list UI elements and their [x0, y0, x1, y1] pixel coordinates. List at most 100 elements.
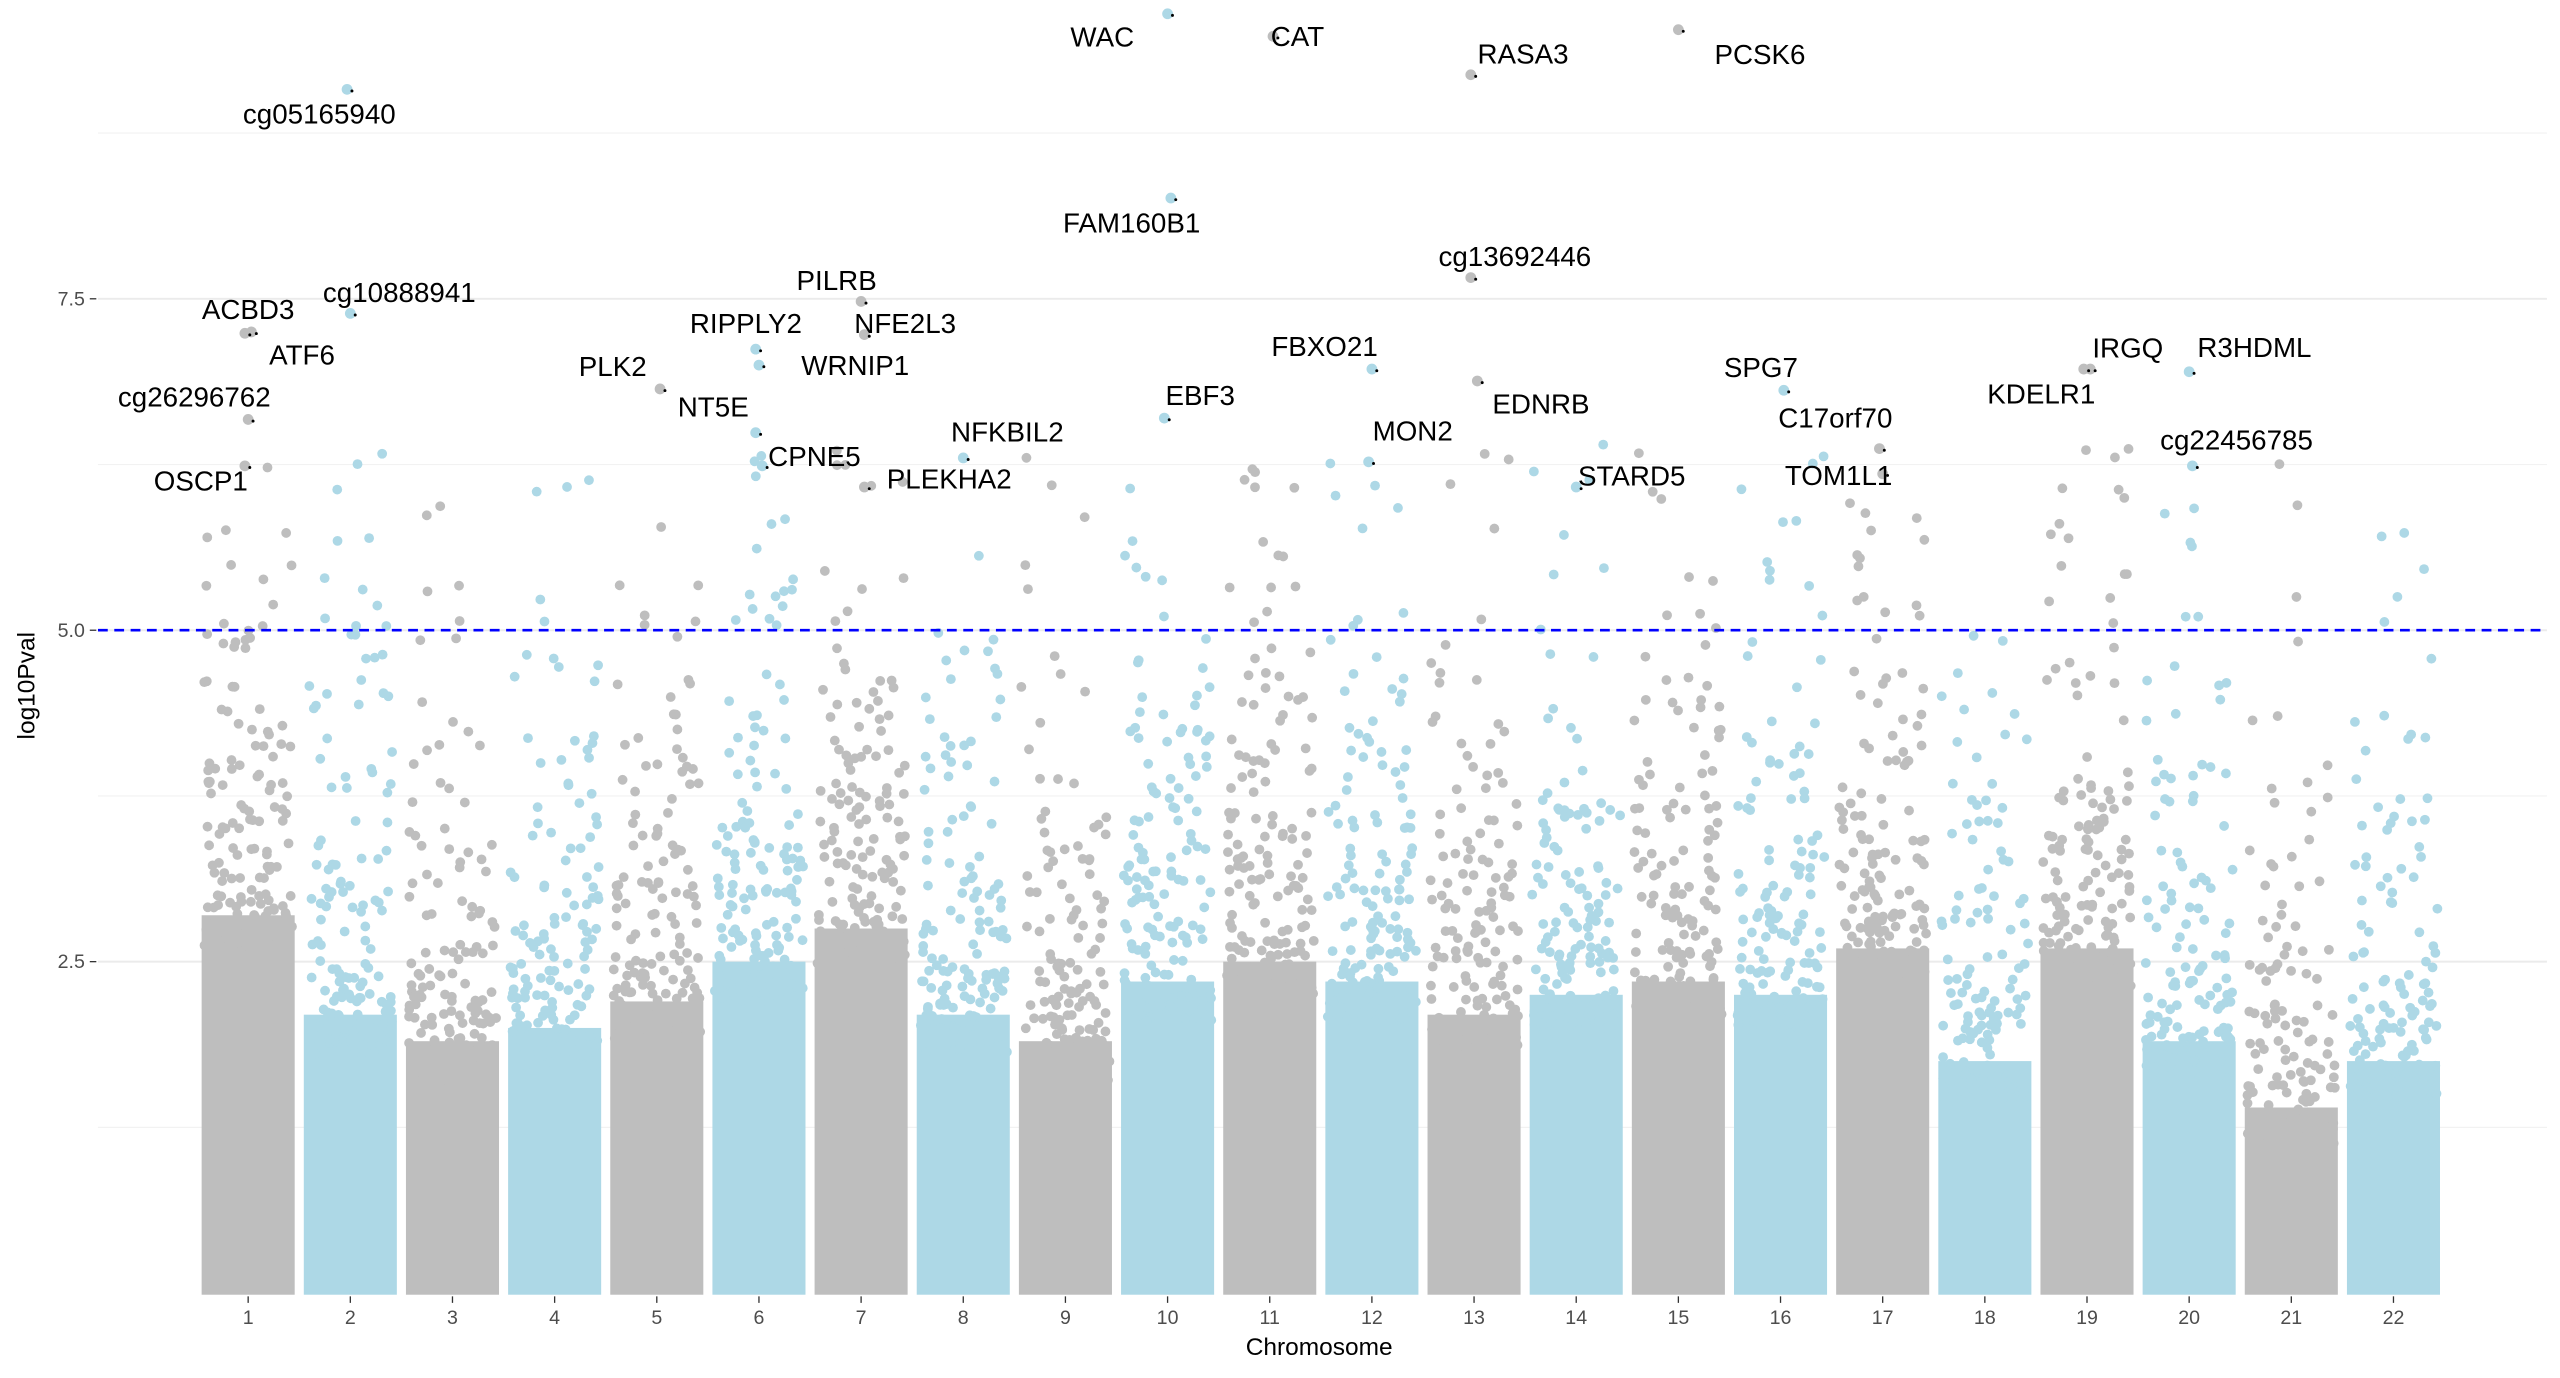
data-point: [1919, 534, 1930, 545]
data-point: [992, 668, 1003, 679]
data-point: [1791, 516, 1802, 526]
data-point: [1918, 920, 1929, 931]
data-point: [2123, 870, 2134, 880]
data-point: [1468, 761, 1478, 772]
data-point: [2011, 1009, 2022, 1020]
data-point: [1794, 768, 1805, 779]
data-point: [677, 752, 688, 763]
data-point: [1093, 1068, 1104, 1079]
data-point: [2159, 769, 2169, 780]
data-point: [447, 968, 458, 979]
data-point: [1065, 957, 1076, 968]
data-point: [1605, 805, 1616, 815]
data-point: [521, 649, 532, 660]
data-point: [322, 688, 332, 699]
data-point: [1512, 984, 1523, 995]
data-point: [218, 638, 229, 649]
data-point: [2197, 960, 2208, 971]
data-point: [2074, 821, 2084, 832]
data-point: [1045, 913, 1055, 924]
data-point: [1958, 1057, 1969, 1067]
label-leader-dot: [254, 332, 258, 336]
data-point: [1663, 937, 1674, 948]
data-point: [583, 1031, 594, 1042]
data-point: [204, 758, 215, 769]
labeled-data-point: [239, 327, 251, 339]
data-point: [2414, 1059, 2425, 1070]
data-point: [1916, 709, 1927, 720]
data-point: [1222, 970, 1232, 981]
data-point: [1996, 1063, 2007, 1073]
data-point: [2249, 1138, 2259, 1149]
data-point: [1796, 846, 1807, 857]
data-point: [677, 766, 688, 777]
data-point: [1503, 454, 1514, 465]
data-point: [439, 945, 450, 956]
data-point: [1247, 768, 1258, 779]
data-point: [2418, 979, 2429, 990]
data-point: [2312, 973, 2322, 984]
data-point: [1604, 917, 1614, 928]
data-point: [2212, 1004, 2223, 1015]
data-point: [1808, 849, 1818, 860]
data-point: [2166, 888, 2177, 899]
data-point: [563, 780, 574, 791]
data-point: [1357, 523, 1368, 534]
data-point: [1563, 994, 1574, 1004]
data-point: [752, 781, 762, 792]
data-point: [2054, 518, 2065, 529]
data-point: [539, 1060, 550, 1071]
data-point: [1159, 889, 1170, 900]
chromosome-10-dense-band: [1121, 981, 1215, 1295]
data-point: [669, 1016, 679, 1027]
data-point: [1531, 859, 1542, 870]
data-point: [1919, 945, 1929, 956]
data-point: [1362, 1010, 1373, 1021]
data-point: [476, 1032, 487, 1043]
data-point: [1581, 807, 1592, 818]
data-point: [2328, 1138, 2339, 1149]
data-point: [1039, 996, 1050, 1007]
data-point: [539, 880, 550, 891]
data-point: [968, 1011, 979, 1021]
data-point: [882, 812, 893, 823]
data-point: [1818, 451, 1829, 462]
data-point: [481, 1009, 491, 1020]
data-point: [1252, 992, 1262, 1003]
data-point: [1308, 935, 1319, 946]
x-tick-label-13: 13: [1463, 1307, 1485, 1329]
data-point: [586, 788, 597, 799]
data-point: [1919, 903, 1930, 914]
data-point: [446, 1006, 457, 1017]
data-point: [1093, 1017, 1104, 1028]
x-tick-label-8: 8: [958, 1307, 969, 1329]
data-point: [475, 905, 486, 916]
data-point: [1584, 475, 1595, 485]
data-point: [1038, 1013, 1048, 1024]
data-point: [1346, 745, 1357, 756]
data-point: [832, 643, 842, 654]
data-point: [2223, 1023, 2233, 1034]
data-point: [334, 976, 345, 987]
data-point: [1259, 989, 1270, 1000]
data-point: [1359, 977, 1370, 987]
data-point: [1486, 887, 1497, 897]
data-point: [2211, 950, 2221, 961]
data-point: [667, 793, 677, 804]
data-point: [385, 991, 396, 1002]
data-point: [979, 988, 990, 999]
data-point: [1476, 614, 1487, 625]
data-point: [1394, 696, 1405, 707]
data-point: [1504, 1019, 1514, 1030]
data-point: [1968, 630, 1979, 641]
data-point: [1192, 724, 1203, 735]
data-point: [693, 778, 704, 789]
data-point: [1961, 980, 1972, 990]
data-point: [305, 1039, 316, 1049]
data-point: [1665, 976, 1676, 987]
data-point: [367, 767, 378, 778]
data-point: [1193, 1008, 1204, 1019]
data-point: [1576, 939, 1586, 950]
data-point: [896, 939, 906, 950]
data-point: [1232, 839, 1243, 850]
